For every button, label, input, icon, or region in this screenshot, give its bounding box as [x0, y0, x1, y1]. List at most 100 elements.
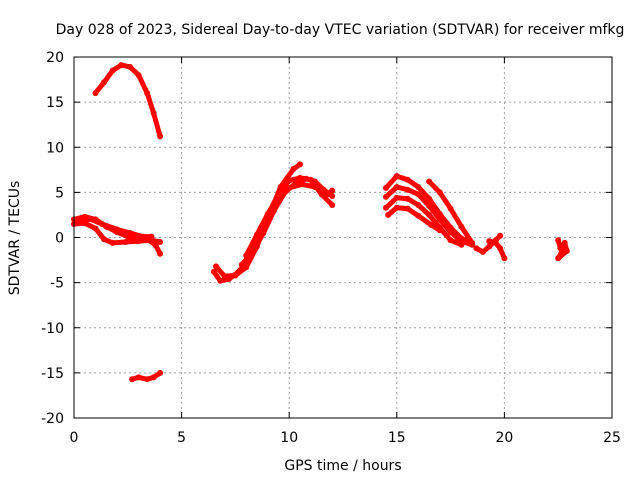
data-point — [415, 184, 422, 190]
data-point — [393, 204, 400, 211]
y-tick-label: 10 — [46, 140, 64, 156]
y-tick-label: 0 — [55, 231, 64, 247]
data-point — [436, 189, 443, 196]
data-point — [297, 161, 303, 168]
series-arc-16 — [486, 238, 507, 261]
data-point — [135, 374, 142, 381]
data-point — [88, 216, 95, 223]
data-point — [127, 63, 133, 70]
data-point — [383, 204, 389, 211]
data-point — [428, 221, 435, 228]
data-point — [135, 238, 142, 245]
x-tick-labels: 0 5 10 15 20 25 — [70, 430, 621, 446]
data-point — [299, 181, 306, 188]
data-point — [243, 252, 250, 259]
data-point — [458, 223, 465, 230]
data-point — [404, 195, 411, 202]
data-point — [221, 273, 228, 280]
data-point — [92, 225, 99, 232]
data-point — [232, 272, 239, 279]
data-point — [404, 176, 411, 183]
data-point — [243, 264, 250, 271]
data-point — [264, 211, 271, 217]
chart-title: Day 028 of 2023, Sidereal Day-to-day VTE… — [56, 22, 625, 38]
data-point — [99, 221, 105, 227]
data-point — [447, 229, 454, 236]
data-point — [303, 175, 310, 182]
series-arc-7 — [213, 161, 303, 279]
data-point — [109, 239, 116, 246]
data-point — [139, 233, 146, 240]
data-point — [312, 184, 318, 190]
data-point — [312, 178, 318, 185]
data-point — [561, 239, 568, 246]
data-point — [127, 230, 133, 236]
data-point — [148, 233, 155, 240]
data-point — [486, 243, 493, 250]
data-point — [109, 67, 116, 74]
data-point — [213, 263, 219, 270]
data-point — [458, 241, 465, 248]
x-tick-label: 15 — [388, 430, 406, 446]
data-point — [157, 239, 164, 245]
y-tick-label: -20 — [41, 411, 64, 427]
data-point — [238, 261, 245, 268]
data-point — [114, 226, 120, 233]
data-point — [385, 211, 392, 218]
data-point — [122, 239, 129, 245]
data-point — [415, 202, 422, 208]
data-point — [426, 202, 433, 209]
data-point — [210, 268, 217, 275]
data-point — [393, 173, 400, 180]
data-point — [157, 133, 164, 140]
data-point — [135, 72, 142, 79]
x-tick-label: 20 — [495, 430, 513, 446]
data-point — [393, 194, 400, 201]
data-point — [492, 239, 499, 246]
data-point — [486, 238, 493, 245]
data-point — [436, 216, 443, 223]
data-point — [447, 237, 454, 244]
grid-lines — [74, 57, 612, 418]
data-point — [473, 245, 480, 252]
data-point — [101, 79, 108, 86]
data-point — [260, 230, 267, 236]
plot-frame — [73, 56, 613, 419]
y-tick-label: -15 — [41, 366, 64, 382]
y-tick-label: -5 — [50, 276, 64, 292]
data-point — [324, 191, 331, 198]
data-point — [436, 227, 443, 234]
data-series — [71, 62, 570, 383]
data-point — [426, 211, 433, 218]
data-point — [157, 369, 164, 376]
data-point — [144, 90, 151, 97]
y-tick-label: 15 — [46, 95, 64, 111]
x-tick-label: 25 — [603, 430, 621, 446]
data-point — [469, 239, 476, 246]
data-point — [479, 248, 486, 255]
data-point — [383, 193, 389, 200]
y-axis-label: SDTVAR / TECUs — [7, 181, 23, 296]
data-point — [144, 376, 151, 383]
data-point — [150, 110, 157, 116]
data-point — [290, 165, 297, 172]
x-tick-label: 5 — [177, 430, 186, 446]
data-point — [415, 191, 422, 198]
data-point — [157, 250, 164, 257]
data-point — [75, 216, 82, 223]
data-point — [415, 212, 422, 219]
data-point — [426, 195, 433, 202]
data-point — [329, 187, 336, 194]
data-point — [150, 374, 157, 381]
data-point — [559, 247, 566, 254]
x-tick-label: 10 — [280, 430, 298, 446]
data-point — [383, 184, 389, 191]
y-tick-label: -10 — [41, 321, 64, 337]
data-point — [329, 202, 336, 208]
data-point — [404, 186, 411, 193]
series-arc-1 — [93, 62, 163, 139]
data-point — [101, 236, 108, 243]
data-point — [497, 245, 504, 252]
data-point — [393, 184, 400, 190]
